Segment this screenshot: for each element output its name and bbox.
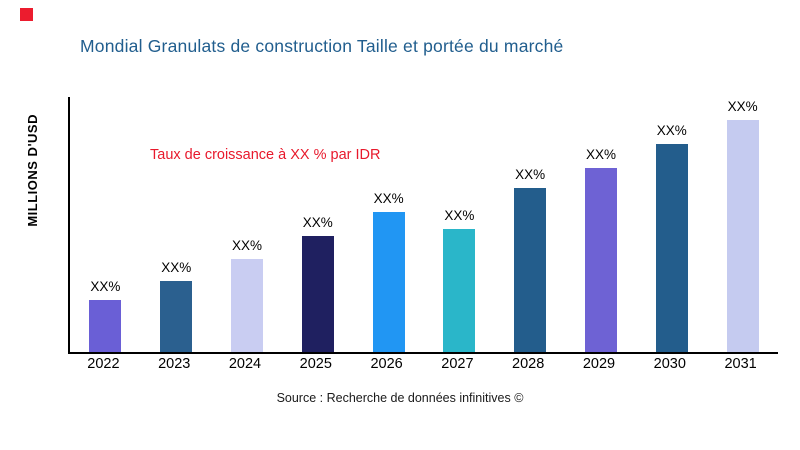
- bar-group-2027: XX%: [424, 208, 495, 352]
- x-axis-tick-2024: 2024: [228, 356, 262, 372]
- bar-group-2030: XX%: [636, 123, 707, 352]
- bar-2025: [301, 236, 334, 352]
- x-axis-tick-labels: 2022 2023 2024 2025 2026 2027 2028 2029 2030 2031: [68, 356, 776, 372]
- bar-2024: [230, 259, 263, 352]
- x-axis-tick-2023: 2023: [158, 356, 191, 372]
- bar-value-label: XX%: [161, 260, 192, 275]
- bar-group-2023: XX%: [141, 260, 212, 352]
- brand-accent-square-icon: [20, 8, 33, 21]
- bar-value-label: XX%: [231, 238, 262, 253]
- x-axis-tick-2027: 2027: [441, 356, 474, 372]
- bar-2027: [443, 229, 476, 352]
- bar-group-2026: XX%: [353, 191, 424, 352]
- bar-2031: [726, 120, 759, 352]
- chart-title: Mondial Granulats de construction Taille…: [80, 36, 564, 56]
- bar-group-2022: XX%: [70, 279, 141, 352]
- x-axis-tick-2031: 2031: [724, 356, 757, 372]
- bar-value-label: XX%: [373, 191, 404, 206]
- bar-value-label: XX%: [444, 208, 475, 223]
- y-axis-label: MILLIONS D'USD: [24, 113, 40, 227]
- bar-value-label: XX%: [302, 215, 333, 230]
- bar-2028: [514, 188, 547, 352]
- bar-2023: [160, 281, 193, 352]
- y-axis-label-container: MILLIONS D'USD: [22, 95, 42, 245]
- x-axis-tick-2029: 2029: [582, 356, 616, 372]
- x-axis-tick-2030: 2030: [653, 356, 686, 372]
- bar-group-2028: XX%: [495, 167, 566, 352]
- bar-value-label: XX%: [656, 123, 687, 138]
- bar-2030: [655, 144, 688, 352]
- source-caption: Source : Recherche de données infinitive…: [276, 391, 524, 405]
- x-axis-tick-2026: 2026: [370, 356, 403, 372]
- bar-group-2031: XX%: [707, 99, 778, 352]
- bar-value-label: XX%: [515, 167, 546, 182]
- bar-value-label: XX%: [90, 279, 121, 294]
- bar-2022: [89, 300, 122, 352]
- bar-value-label: XX%: [727, 99, 758, 114]
- bar-group-2029: XX%: [566, 147, 637, 352]
- x-axis-tick-2025: 2025: [299, 356, 332, 372]
- bar-2029: [584, 168, 617, 352]
- bar-group-2025: XX%: [282, 215, 353, 352]
- bar-group-2024: XX%: [212, 238, 283, 352]
- x-axis-tick-2028: 2028: [512, 356, 545, 372]
- x-axis-tick-2022: 2022: [87, 356, 120, 372]
- bar-value-label: XX%: [585, 147, 616, 162]
- plot-area: XX% XX% XX% XX% XX% XX% XX% XX% XX% XX%: [68, 97, 778, 354]
- growth-rate-annotation: Taux de croissance à XX % par IDR: [150, 147, 381, 163]
- bar-2026: [372, 212, 405, 352]
